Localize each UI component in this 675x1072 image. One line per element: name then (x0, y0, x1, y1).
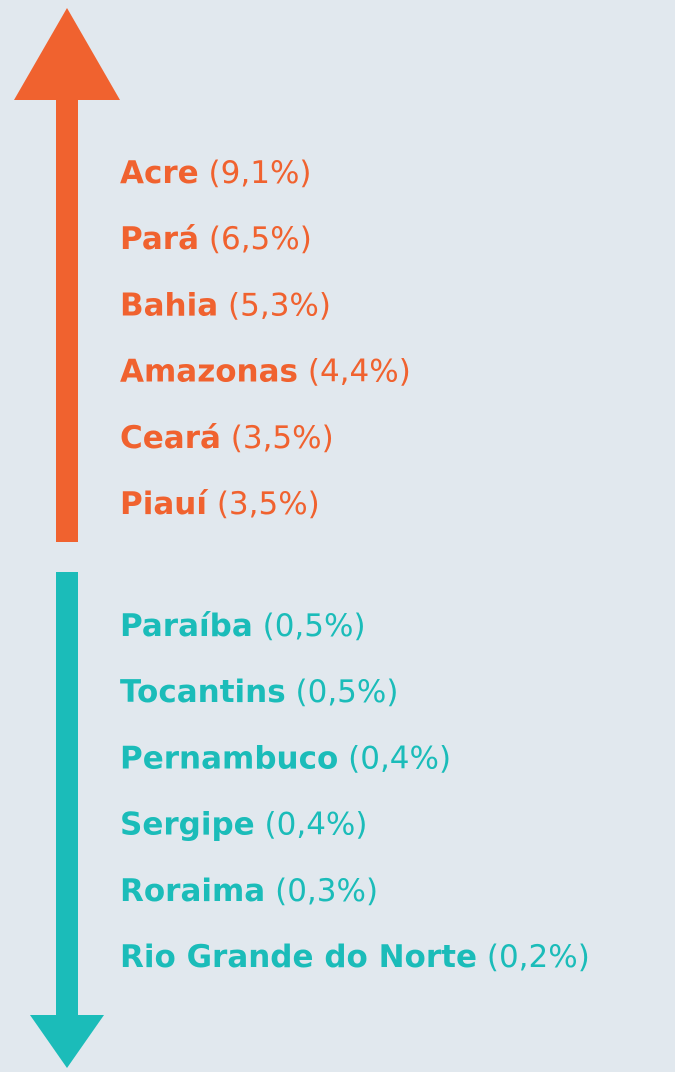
item-name: Paraíba (120, 608, 253, 644)
item-label: Pará (6,5%) (120, 221, 312, 257)
arrow-down-shaft (56, 572, 78, 1017)
item-name: Tocantins (120, 674, 286, 710)
item-value: (6,5%) (209, 221, 312, 257)
item-label: Pernambuco (0,4%) (120, 740, 451, 776)
item-name: Sergipe (120, 807, 255, 843)
item-value: (0,4%) (265, 807, 368, 843)
item-value: (0,3%) (275, 873, 378, 909)
item-value: (3,5%) (231, 420, 334, 456)
item-label: Tocantins (0,5%) (120, 674, 398, 710)
item-name: Acre (120, 155, 199, 191)
item-label: Roraima (0,3%) (120, 873, 378, 909)
item-value: (9,1%) (209, 155, 312, 191)
arrow-down-head (30, 1015, 104, 1068)
item-name: Bahia (120, 287, 218, 323)
arrow-up-shaft (56, 98, 78, 542)
item-name: Roraima (120, 873, 265, 909)
item-value: (0,4%) (348, 740, 451, 776)
item-value: (0,2%) (487, 939, 590, 975)
arrow-up-head (14, 8, 120, 100)
item-value: (4,4%) (308, 354, 411, 390)
item-value: (0,5%) (263, 608, 366, 644)
item-label: Rio Grande do Norte (0,2%) (120, 939, 590, 975)
item-name: Pará (120, 221, 199, 257)
item-value: (0,5%) (296, 674, 399, 710)
item-label: Piauí (3,5%) (120, 486, 320, 522)
item-name: Ceará (120, 420, 221, 456)
item-label: Bahia (5,3%) (120, 287, 331, 323)
item-name: Pernambuco (120, 740, 338, 776)
item-name: Rio Grande do Norte (120, 939, 477, 975)
item-value: (5,3%) (228, 287, 331, 323)
item-label: Ceará (3,5%) (120, 420, 334, 456)
item-label: Acre (9,1%) (120, 155, 312, 191)
item-label: Sergipe (0,4%) (120, 807, 367, 843)
item-name: Amazonas (120, 354, 298, 390)
item-name: Piauí (120, 486, 208, 522)
item-value: (3,5%) (217, 486, 320, 522)
item-label: Amazonas (4,4%) (120, 354, 411, 390)
item-label: Paraíba (0,5%) (120, 608, 366, 644)
